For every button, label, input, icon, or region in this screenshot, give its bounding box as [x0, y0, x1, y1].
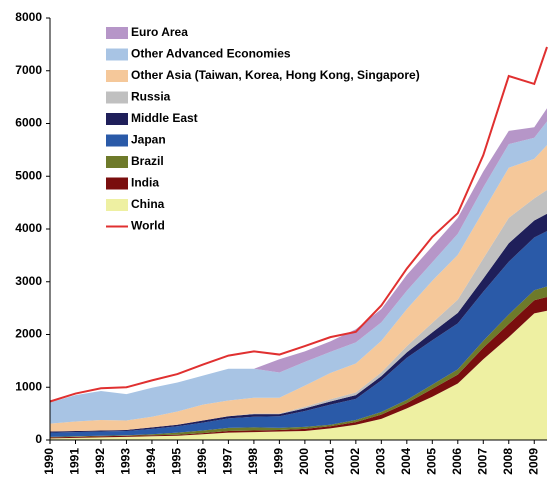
- x-tick-label: 1993: [119, 448, 133, 475]
- legend-swatch: [106, 27, 128, 39]
- legend-swatch: [106, 48, 128, 61]
- y-tick-label: 5000: [15, 168, 42, 182]
- x-tick-label: 2000: [297, 448, 311, 475]
- legend-swatch: [106, 134, 128, 147]
- legend-swatch: [106, 177, 128, 190]
- x-tick-label: 2008: [501, 448, 515, 475]
- legend-label: Japan: [131, 133, 166, 147]
- x-tick-label: 1990: [42, 448, 56, 475]
- legend-label: Other Asia (Taiwan, Korea, Hong Kong, Si…: [131, 68, 420, 82]
- x-tick-label: 1996: [195, 448, 209, 475]
- legend-label: World: [131, 219, 165, 233]
- legend-swatch: [106, 91, 128, 104]
- legend-label: Russia: [131, 90, 171, 104]
- legend-label: China: [131, 197, 165, 211]
- x-tick-label: 2005: [424, 448, 438, 475]
- x-tick-label: 1992: [93, 448, 107, 475]
- legend-swatch: [106, 199, 128, 211]
- x-tick-label: 1999: [272, 448, 286, 475]
- x-tick-label: 2002: [348, 448, 362, 475]
- x-tick-label: 2004: [399, 448, 413, 475]
- world-line: [49, 46, 548, 403]
- area: [50, 189, 547, 432]
- y-tick-label: 6000: [15, 116, 42, 130]
- y-tick-label: 4000: [15, 221, 42, 235]
- y-tick-label: 7000: [15, 63, 42, 77]
- area: [50, 310, 547, 440]
- x-tick-label: 2003: [374, 448, 388, 475]
- legend-label: Brazil: [131, 154, 164, 168]
- legend-label: Other Advanced Economies: [131, 47, 291, 61]
- y-tick-label: 2000: [15, 327, 42, 341]
- x-tick-label: 2006: [450, 448, 464, 475]
- legend-label: India: [131, 176, 159, 190]
- y-tick-label: 0: [35, 432, 42, 446]
- x-tick-label: 1994: [144, 448, 158, 475]
- area: [50, 145, 547, 432]
- legend-label: Middle East: [131, 111, 198, 125]
- area: [50, 121, 547, 424]
- area: [50, 213, 547, 433]
- y-tick-label: 3000: [15, 274, 42, 288]
- y-tick-label: 8000: [15, 10, 42, 24]
- x-tick-label: 1998: [246, 448, 260, 475]
- x-tick-label: 1995: [170, 448, 184, 475]
- legend-swatch: [106, 70, 128, 82]
- legend-swatch: [106, 156, 128, 168]
- legend: Euro Area Other Advanced Economies Other A…: [106, 25, 420, 233]
- x-tick-label: 1991: [68, 448, 82, 475]
- y-tick-label: 1000: [15, 379, 42, 393]
- x-tick-label: 2009: [526, 448, 540, 475]
- area: [50, 231, 547, 437]
- x-tick-label: 1997: [221, 448, 235, 475]
- x-tick-label: 2007: [475, 448, 489, 475]
- legend-label: Euro Area: [131, 25, 188, 39]
- legend-swatch: [106, 113, 128, 125]
- x-tick-label: 2001: [323, 448, 337, 475]
